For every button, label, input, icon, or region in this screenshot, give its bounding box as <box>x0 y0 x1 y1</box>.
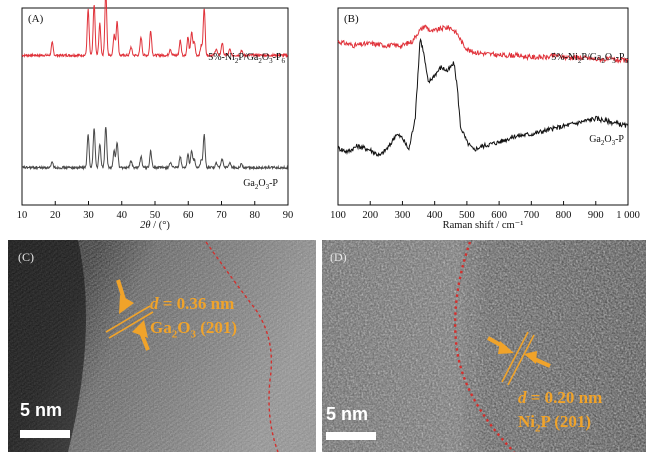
xrd-tick-label: 50 <box>150 210 161 221</box>
raman-tick-label: 100 <box>330 210 346 221</box>
xrd-tick-label: 90 <box>283 210 294 221</box>
xrd-tick-label: 70 <box>216 210 227 221</box>
panel-a: 10 20 30 40 50 60 70 80 90 (A) 5%-Ni2P/Ga2O3-P6 Ga2… <box>0 0 326 232</box>
raman-tick-label: 700 <box>523 210 539 221</box>
xrd-label-series-1: Ga2O3-P <box>243 178 278 191</box>
xrd-chart: 10 20 30 40 50 60 70 80 90 (A) 5%-Ni2P/Ga2O3-P6 Ga2… <box>17 0 294 231</box>
raman-frame <box>337 7 629 206</box>
raman-axes: 100 200 300 400 500 600 700 800 900 1 000 (B) <box>330 7 640 221</box>
xrd-panel-letter: (A) <box>28 13 44 25</box>
scale-label-d: 5 nm <box>326 404 369 424</box>
raman-series-0 <box>337 24 629 64</box>
xrd-axes: 10 20 30 40 50 60 70 80 90 (A) <box>17 7 294 221</box>
xrd-tick-label: 10 <box>17 210 28 221</box>
xrd-tick-label: 80 <box>250 210 261 221</box>
raman-tick-label: 200 <box>362 210 378 221</box>
phase-label-c: Ga2O3 (201) <box>150 318 238 341</box>
xrd-tick-label: 60 <box>183 210 194 221</box>
raman-tick-label: 800 <box>556 210 572 221</box>
scale-bar-c <box>20 430 70 438</box>
interface-boundary-c <box>205 241 279 452</box>
raman-tick-label: 900 <box>588 210 604 221</box>
tem-background-c <box>8 240 316 452</box>
d-spacing-label-d: d = 0.20 nm <box>518 388 603 407</box>
xrd-tick-label: 40 <box>117 210 128 221</box>
tem-image-d: (D) d = 0.20 nm Ni2P (201) 5 nm <box>322 240 646 452</box>
raman-xlabel: Raman shift / cm⁻¹ <box>443 220 524 231</box>
scale-bar-d <box>326 432 376 440</box>
raman-series-1 <box>337 37 629 158</box>
lattice-marker-d <box>487 331 551 386</box>
xrd-tick-label: 20 <box>50 210 61 221</box>
xrd-label-series-0: 5%-Ni2P/Ga2O3-P6 <box>208 52 285 65</box>
xrd-tick-label: 30 <box>83 210 94 221</box>
xrd-xlabel: 2θ / (°) <box>140 220 170 231</box>
lattice-marker-c <box>105 279 154 351</box>
tem-background-d <box>322 240 646 452</box>
raman-tick-label: 400 <box>427 210 443 221</box>
raman-tick-label: 600 <box>491 210 507 221</box>
tem-image-c: (C) d = 0.36 nm Ga2O3 (201) 5 nm <box>8 240 316 452</box>
panel-letter-c: (C) <box>18 250 34 264</box>
raman-label-series-1: Ga2O3-P <box>589 134 624 147</box>
panel-letter-d: (D) <box>330 250 347 264</box>
panel-b: 100 200 300 400 500 600 700 800 900 1 000 (B) 5%-Ni… <box>326 0 652 232</box>
xrd-series-1 <box>21 127 289 171</box>
scale-label-c: 5 nm <box>20 400 63 420</box>
raman-tick-label: 1 000 <box>616 210 640 221</box>
raman-tick-label: 300 <box>395 210 411 221</box>
raman-panel-letter: (B) <box>344 13 359 25</box>
d-spacing-label-c: d = 0.36 nm <box>150 294 235 313</box>
raman-chart: 100 200 300 400 500 600 700 800 900 1 000 (B) 5%-Ni… <box>330 7 640 231</box>
raman-label-series-0: 5%-Ni2P/Ga2O3-P6 <box>551 52 628 65</box>
phase-label-d: Ni2P (201) <box>518 412 592 435</box>
interface-boundary-d <box>453 241 515 452</box>
raman-tick-label: 500 <box>459 210 475 221</box>
xrd-series-0 <box>21 0 289 59</box>
xrd-frame <box>21 7 289 206</box>
